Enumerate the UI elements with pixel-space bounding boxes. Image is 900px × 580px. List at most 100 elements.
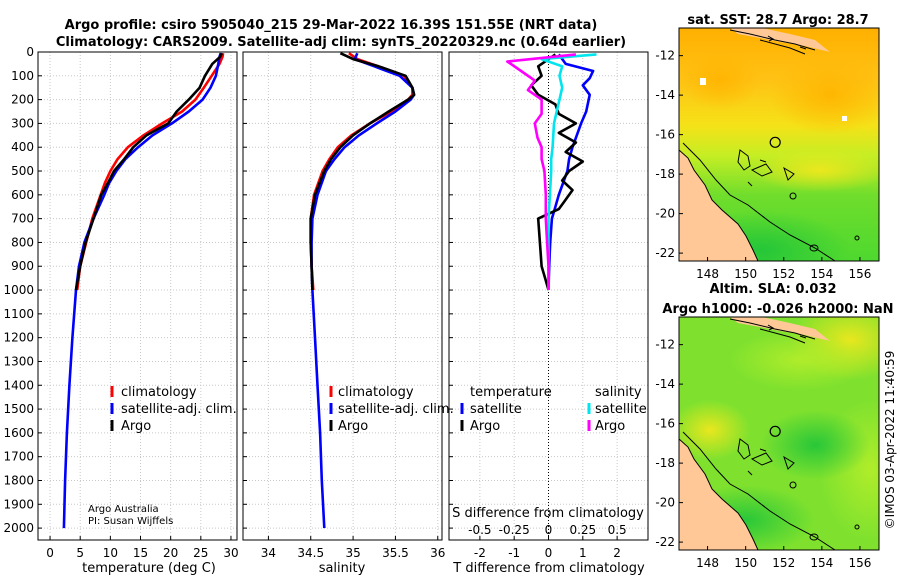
map-tick-label-y: -16 xyxy=(655,417,675,431)
difference-legend: temperature salinity satellite Argo sate… xyxy=(460,385,647,434)
legend-label-climatology: climatology xyxy=(338,385,414,400)
map-tick-label-y: -22 xyxy=(655,246,675,260)
title-line-2: Climatology: CARS2009. Satellite-adj cli… xyxy=(56,35,626,50)
tick-label-y: 1500 xyxy=(3,402,34,416)
map-tick-label-x: 154 xyxy=(810,556,833,570)
difference-panel: -2 -1 0 1 2 -0.5 -0.25 0 0.25 0.5 T difference fr… xyxy=(448,51,649,576)
coastline-png xyxy=(729,29,816,55)
coastline-png xyxy=(729,318,816,344)
sst-yellow-patch xyxy=(750,148,879,192)
tick-label-x: 10 xyxy=(103,546,118,560)
salinity-axes-box xyxy=(242,51,443,541)
tick-label-y: 1900 xyxy=(3,497,34,511)
tick-label-s: -0.5 xyxy=(468,523,491,537)
legend-label-argo: Argo xyxy=(121,419,151,434)
sla-map: 148 150 152 154 156 -12 -14 -16 -18 -20 -22 xyxy=(655,316,880,570)
salinity-legend: climatology satellite-adj. clim. Argo xyxy=(329,385,454,434)
series-t-argo xyxy=(529,53,585,291)
tick-label-x: 35.5 xyxy=(382,546,409,560)
series-satellite-adj-clim- xyxy=(62,52,222,529)
tick-label-x: 20 xyxy=(163,546,178,560)
map-tick-label-x: 150 xyxy=(734,556,757,570)
land-png xyxy=(730,317,830,341)
tick-label-x: 0 xyxy=(46,546,54,560)
tick-label-y: 1400 xyxy=(3,378,34,392)
tick-label-y: 100 xyxy=(11,69,34,83)
sst-map: 148 150 152 154 156 -12 -14 -16 -18 -20 -22 xyxy=(655,27,880,281)
sla-map-frame xyxy=(678,316,880,551)
map-tick-label-y: -18 xyxy=(655,456,675,470)
map-tick-label-x: 156 xyxy=(848,267,871,281)
sst-map-frame xyxy=(678,27,880,262)
tick-label-x: 25 xyxy=(193,546,208,560)
land-australia xyxy=(679,149,759,261)
tick-label-x: 34.5 xyxy=(297,546,324,560)
imos-timestamp: ©IMOS 03-Apr-2022 11:40:59 xyxy=(883,351,897,530)
tick-label-y: 300 xyxy=(11,116,34,130)
map-tick-label-y: -12 xyxy=(655,338,675,352)
tick-label-x: 35 xyxy=(345,546,360,560)
map-tick-label-y: -20 xyxy=(655,207,675,221)
sla-green-patch xyxy=(760,410,870,480)
map-tick-label-x: 150 xyxy=(734,267,757,281)
sla-ticks: 148 150 152 154 156 -12 -14 -16 -18 -20 -22 xyxy=(655,338,871,570)
tick-label-y: 200 xyxy=(11,93,34,107)
sla-map-title-2: Argo h1000: -0.026 h2000: NaN xyxy=(662,302,893,317)
salinity-difference-label: S difference from climatology xyxy=(452,506,644,521)
series-t-satellite xyxy=(547,53,595,291)
map-tick-label-x: 152 xyxy=(772,267,795,281)
difference-xlabel: T difference from climatology xyxy=(452,561,645,576)
temperature-grid xyxy=(38,51,237,540)
salinity-xlabel: salinity xyxy=(319,561,366,576)
salinity-grid xyxy=(243,51,442,540)
title-line-1: Argo profile: csiro 5905040_215 29-Mar-2… xyxy=(65,18,598,33)
tick-label-y: 1100 xyxy=(3,307,34,321)
argo-position-marker xyxy=(769,136,781,148)
map-tick-label-y: -12 xyxy=(655,49,675,63)
map-tick-label-y: -14 xyxy=(655,377,675,391)
tick-label-x: 30 xyxy=(223,546,238,560)
argo-position-marker xyxy=(769,425,781,437)
tick-label-s: 0.25 xyxy=(569,523,596,537)
temperature-legend: climatology satellite-adj. clim. Argo xyxy=(110,385,237,434)
series-s-argo xyxy=(505,53,577,290)
sla-lime-patch xyxy=(730,330,870,390)
tick-label-y: 700 xyxy=(11,212,34,226)
sla-map-title-1: Altim. SLA: 0.032 xyxy=(710,282,837,297)
temperature-ticks: 0100200300400500600700800900100011001200… xyxy=(3,45,238,560)
reef-contour xyxy=(682,431,836,550)
salinity-ticks: 34 34.5 35 35.5 36 xyxy=(243,51,445,560)
map-tick-label-y: -14 xyxy=(655,88,675,102)
tick-label-y: 1700 xyxy=(3,450,34,464)
series-satellite-adj-clim- xyxy=(310,52,416,529)
tick-label-y: 500 xyxy=(11,164,34,178)
tick-label-y: 800 xyxy=(11,235,34,249)
map-tick-label-y: -20 xyxy=(655,496,675,510)
tick-label-y: 2000 xyxy=(3,521,34,535)
land-australia xyxy=(679,438,759,550)
legend-label-satellite: satellite-adj. clim. xyxy=(121,402,237,417)
tick-label-y: 1800 xyxy=(3,473,34,487)
series-argo xyxy=(309,52,416,291)
legend-label-climatology: climatology xyxy=(121,385,197,400)
tick-label-x: -1 xyxy=(508,546,520,560)
salinity-series xyxy=(309,52,416,529)
sst-warm-patch xyxy=(770,55,879,135)
legend-label-s-argo: Argo xyxy=(595,419,625,434)
tick-label-x: 34 xyxy=(261,546,276,560)
legend-label-t-satellite: satellite xyxy=(470,402,522,417)
map-tick-label-x: 148 xyxy=(696,556,719,570)
reef-islands xyxy=(737,149,860,252)
credit-line-2: PI: Susan Wijffels xyxy=(88,516,173,527)
difference-series xyxy=(505,53,597,291)
legend-label-s-satellite: satellite xyxy=(595,402,647,417)
map-tick-label-x: 154 xyxy=(810,267,833,281)
sst-map-title: sat. SST: 28.7 Argo: 28.7 xyxy=(687,13,868,28)
sla-yellow-patch xyxy=(679,400,750,460)
series-argo xyxy=(74,52,224,291)
land-png xyxy=(730,28,830,52)
legend-label-t-argo: Argo xyxy=(470,419,500,434)
tick-label-y: 600 xyxy=(11,188,34,202)
legend-label-satellite: satellite-adj. clim. xyxy=(338,402,454,417)
series-s-satellite xyxy=(540,53,597,290)
